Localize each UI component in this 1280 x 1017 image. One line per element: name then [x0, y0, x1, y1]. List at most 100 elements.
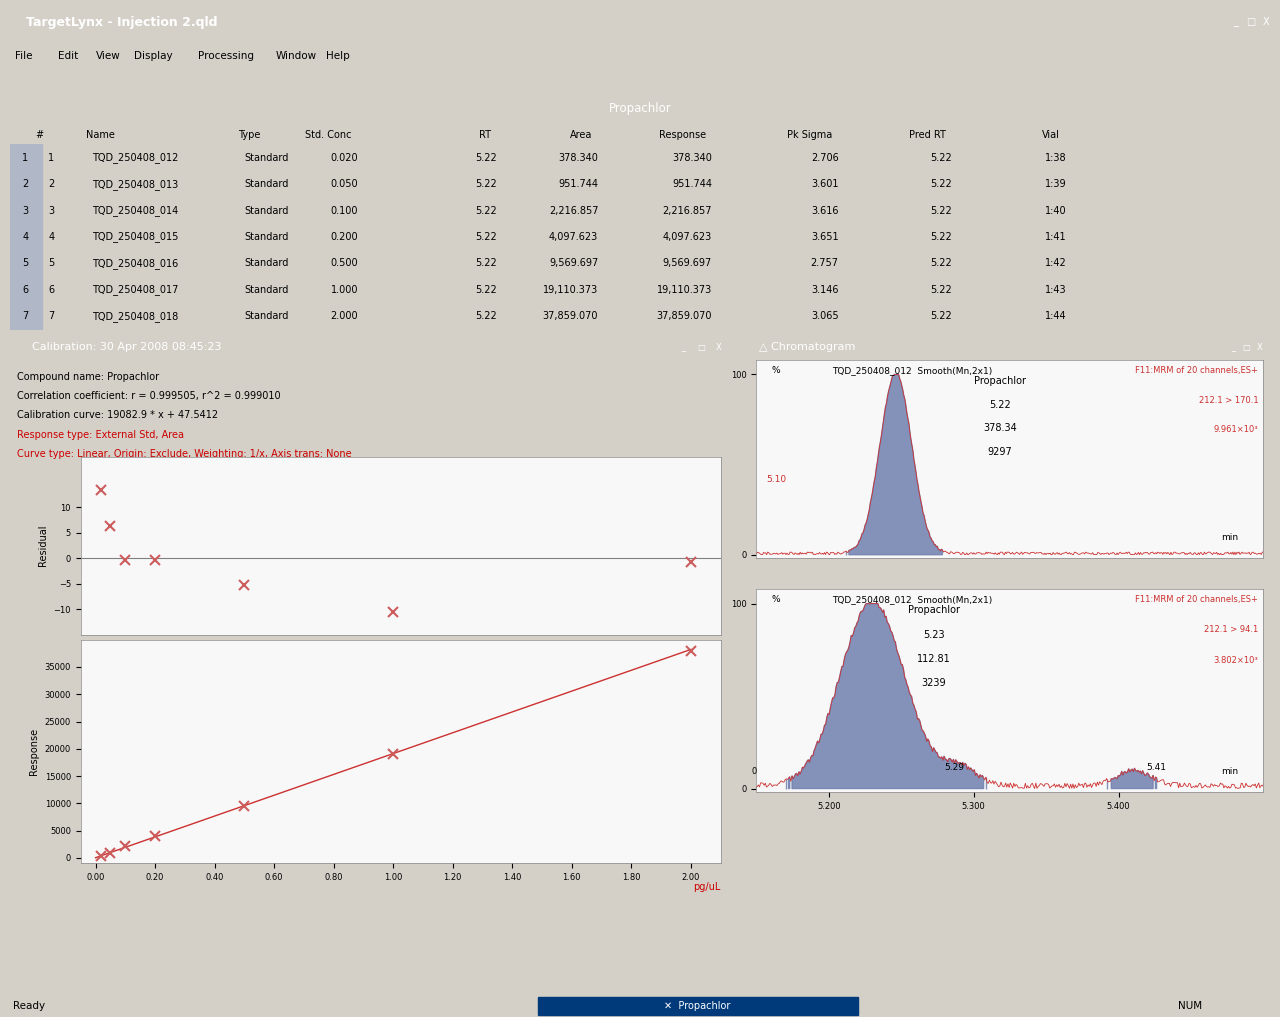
Text: 3.065: 3.065: [812, 311, 838, 321]
Text: 5.22: 5.22: [475, 205, 497, 216]
Text: □: □: [1245, 17, 1256, 27]
Text: 7: 7: [49, 311, 55, 321]
Text: 112.81: 112.81: [916, 654, 951, 664]
Text: Pred RT: Pred RT: [909, 129, 946, 139]
Text: 378.340: 378.340: [558, 153, 598, 163]
Text: ✕  Propachlor: ✕ Propachlor: [664, 1001, 731, 1011]
Text: 5.22: 5.22: [475, 311, 497, 321]
Text: X: X: [716, 343, 722, 352]
Text: 1:40: 1:40: [1044, 205, 1066, 216]
Text: TQD_250408_012  Smooth(Mn,2x1): TQD_250408_012 Smooth(Mn,2x1): [832, 366, 993, 375]
Text: 4,097.623: 4,097.623: [549, 232, 598, 242]
Text: 2: 2: [49, 179, 55, 189]
Text: %: %: [772, 366, 781, 375]
Text: 1:39: 1:39: [1044, 179, 1066, 189]
Text: 3.146: 3.146: [812, 285, 838, 295]
Text: Standard: Standard: [244, 311, 288, 321]
Bar: [10, 250, 42, 277]
Text: 0.200: 0.200: [330, 232, 358, 242]
Text: 5.22: 5.22: [931, 179, 952, 189]
Text: 9,569.697: 9,569.697: [549, 258, 598, 268]
Text: 2,216.857: 2,216.857: [549, 205, 598, 216]
Text: 3.651: 3.651: [812, 232, 838, 242]
Text: Propachlor: Propachlor: [908, 605, 960, 615]
Text: 5: 5: [22, 258, 28, 268]
Text: Standard: Standard: [244, 153, 288, 163]
Text: 37,859.070: 37,859.070: [657, 311, 712, 321]
Text: _: _: [681, 343, 685, 352]
Text: 9297: 9297: [987, 447, 1012, 458]
Text: TQD_250408_017: TQD_250408_017: [92, 285, 179, 295]
Text: Response type: External Std, Area: Response type: External Std, Area: [18, 429, 184, 439]
Text: 1:43: 1:43: [1044, 285, 1066, 295]
Text: 1: 1: [22, 153, 28, 163]
Text: Vial: Vial: [1042, 129, 1060, 139]
Text: 9.961×10³: 9.961×10³: [1213, 425, 1258, 434]
Text: Correlation coefficient: r = 0.999505, r^2 = 0.999010: Correlation coefficient: r = 0.999505, r…: [18, 391, 282, 401]
Text: 0.020: 0.020: [330, 153, 358, 163]
Text: 5.22: 5.22: [931, 258, 952, 268]
Text: Ready: Ready: [13, 1001, 45, 1011]
Text: _: _: [1233, 17, 1238, 27]
Text: 3.802×10³: 3.802×10³: [1213, 656, 1258, 665]
Text: 5.22: 5.22: [931, 205, 952, 216]
Text: 2.706: 2.706: [810, 153, 838, 163]
Text: F11:MRM of 20 channels,ES+: F11:MRM of 20 channels,ES+: [1135, 595, 1258, 604]
Text: 212.1 > 170.1: 212.1 > 170.1: [1198, 396, 1258, 405]
Text: 378.340: 378.340: [672, 153, 712, 163]
Text: 5: 5: [49, 258, 55, 268]
Text: 3: 3: [22, 205, 28, 216]
Text: 5.22: 5.22: [475, 179, 497, 189]
Text: 2.000: 2.000: [330, 311, 358, 321]
Text: Calibration: 30 Apr 2008 08:45:23: Calibration: 30 Apr 2008 08:45:23: [32, 343, 221, 352]
Text: pg/uL: pg/uL: [694, 653, 721, 663]
Text: File: File: [15, 51, 33, 61]
Text: 4,097.623: 4,097.623: [663, 232, 712, 242]
Y-axis label: Response: Response: [29, 728, 38, 775]
Text: Standard: Standard: [244, 258, 288, 268]
Bar: [10, 277, 42, 303]
Text: TQD_250408_018: TQD_250408_018: [92, 311, 179, 321]
Text: 6: 6: [22, 285, 28, 295]
Text: 19,110.373: 19,110.373: [657, 285, 712, 295]
Text: Calibration curve: 19082.9 * x + 47.5412: Calibration curve: 19082.9 * x + 47.5412: [18, 410, 219, 420]
Text: 1:44: 1:44: [1044, 311, 1066, 321]
Text: Type: Type: [238, 129, 260, 139]
Text: 4: 4: [49, 232, 54, 242]
Text: 3: 3: [49, 205, 54, 216]
Text: □: □: [696, 343, 705, 352]
Text: #: #: [36, 129, 44, 139]
Bar: [10, 144, 42, 171]
Text: 951.744: 951.744: [558, 179, 598, 189]
Text: Name: Name: [86, 129, 115, 139]
Bar: [10, 171, 42, 197]
Text: %: %: [772, 595, 781, 604]
Text: Propachlor: Propachlor: [608, 102, 672, 115]
Y-axis label: Residual: Residual: [38, 525, 47, 566]
Text: TargetLynx - Injection 2.qld: TargetLynx - Injection 2.qld: [26, 16, 218, 28]
Text: TQD_250408_016: TQD_250408_016: [92, 258, 179, 268]
Text: Standard: Standard: [244, 179, 288, 189]
Text: TQD_250408_012  Smooth(Mn,2x1): TQD_250408_012 Smooth(Mn,2x1): [832, 595, 993, 604]
Text: Standard: Standard: [244, 232, 288, 242]
Text: 0: 0: [751, 767, 756, 776]
Bar: [10, 224, 42, 250]
Text: 5.22: 5.22: [931, 285, 952, 295]
Text: Pk Sigma: Pk Sigma: [787, 129, 832, 139]
Text: 9,569.697: 9,569.697: [663, 258, 712, 268]
Text: 7: 7: [22, 311, 28, 321]
Text: 5.22: 5.22: [475, 153, 497, 163]
Text: 5.22: 5.22: [931, 311, 952, 321]
Text: 0.050: 0.050: [330, 179, 358, 189]
Text: 1.000: 1.000: [330, 285, 358, 295]
Text: TQD_250408_012: TQD_250408_012: [92, 153, 179, 163]
Text: 5.22: 5.22: [931, 232, 952, 242]
Text: 2.757: 2.757: [810, 258, 838, 268]
Text: Curve type: Linear, Origin: Exclude, Weighting: 1/x, Axis trans: None: Curve type: Linear, Origin: Exclude, Wei…: [18, 448, 352, 459]
Text: 0.500: 0.500: [330, 258, 358, 268]
Text: 2,216.857: 2,216.857: [663, 205, 712, 216]
Text: Edit: Edit: [58, 51, 78, 61]
Text: View: View: [96, 51, 120, 61]
Text: Compound name: Propachlor: Compound name: Propachlor: [18, 371, 160, 381]
Text: Processing: Processing: [198, 51, 255, 61]
